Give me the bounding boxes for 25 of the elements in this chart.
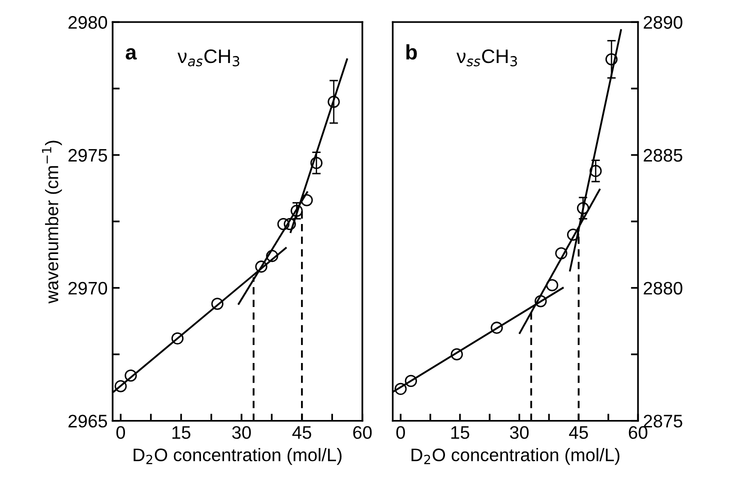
y2-tick-label: 2890 [644,16,682,29]
x-tick-label: 60 [628,426,648,439]
y2-tick-label: 2885 [644,148,682,162]
x-tick-label: 15 [172,426,190,439]
y-axis-title: wavenumber (cm$^{−1}$) [42,140,62,304]
y-tick-label: 2975 [68,148,108,162]
x-tick-label: 0 [396,426,405,439]
x-tick-label: 30 [232,426,251,439]
x-tick-label: 45 [292,426,312,439]
annotation: ν$_{ss}$CH$_{3}$ [456,49,517,66]
annotation: ν$_{as}$CH$_{3}$ [178,49,240,66]
x-tick-label: 15 [451,426,470,439]
x-axis-title: D$_{2}$O concentration (mol/L) [134,448,342,465]
x-tick-label: 30 [510,426,529,439]
annotation: b [406,44,417,60]
x-tick-label: 60 [353,426,372,439]
x-tick-label: 45 [569,426,588,439]
y2-tick-label: 2880 [644,282,682,295]
y2-tick-label: 2875 [644,414,682,428]
x-axis-title: D$_{2}$O concentration (mol/L) [412,448,620,465]
x-tick-label: 0 [116,426,125,439]
y-tick-label: 2970 [68,282,108,295]
y-tick-label: 2965 [68,414,108,428]
y-tick-label: 2980 [68,16,108,29]
annotation: a [126,48,137,60]
